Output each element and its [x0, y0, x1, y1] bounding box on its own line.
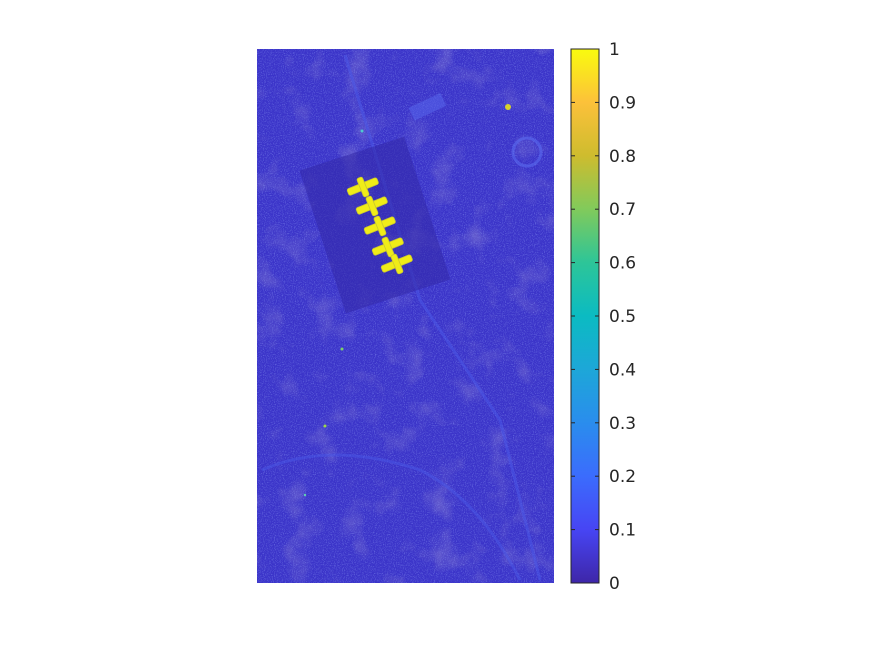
- colorbar-tick-label: 0.5: [609, 307, 636, 327]
- bright-pixel: [360, 129, 364, 133]
- bright-pixel: [340, 347, 344, 351]
- h-shaped-target: [363, 215, 396, 237]
- round-structure: [511, 136, 543, 168]
- small-building: [408, 93, 447, 121]
- colorbar-tick-label: 0.7: [609, 200, 636, 220]
- target-segment: [390, 253, 404, 275]
- bright-pixel: [505, 104, 511, 110]
- h-shaped-target: [355, 195, 388, 217]
- colorbar-tick-label: 0.6: [609, 254, 636, 274]
- colorbar-tick-label: 0.9: [609, 93, 636, 113]
- colorbar-tick-label: 0.1: [609, 521, 636, 541]
- target-segment: [356, 176, 370, 198]
- bright-pixel: [323, 424, 327, 428]
- target-segment: [365, 195, 379, 217]
- colorbar-tick-label: 0: [609, 574, 620, 594]
- colorbar-tick-label: 0.2: [609, 467, 636, 487]
- target-segment: [373, 215, 387, 237]
- high-value-targets: [346, 176, 413, 275]
- h-shaped-target: [380, 253, 413, 275]
- h-shaped-target: [346, 176, 379, 198]
- curved-road-structure: [261, 453, 522, 581]
- colorbar-tick-label: 0.8: [609, 147, 636, 167]
- heatmap-image: [257, 49, 554, 583]
- colorbar-tick-label: 1: [609, 40, 620, 60]
- colorbar-gradient: [571, 49, 599, 583]
- colorbar: 0 0.1 0.2 0.3 0.4 0.5 0.6 0.7 0.8 0.9 1: [570, 40, 636, 594]
- colorbar-tick-label: 0.4: [609, 360, 636, 380]
- bright-pixel: [303, 493, 307, 497]
- colorbar-tick-label: 0.3: [609, 414, 636, 434]
- image-texture-speckle: [257, 49, 554, 583]
